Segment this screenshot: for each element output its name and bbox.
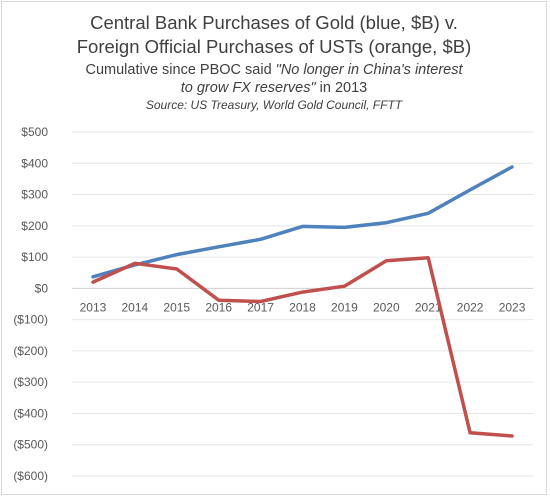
x-tick-label: 2016 <box>205 300 232 314</box>
y-tick-label: $200 <box>21 219 48 233</box>
x-tick-label: 2022 <box>457 300 484 314</box>
subtitle-quote-2: to grow FX reserves" <box>180 80 316 96</box>
subtitle-suffix: in 2013 <box>315 80 368 96</box>
y-tick-label: $500 <box>21 125 48 139</box>
y-tick-label: ($500) <box>13 438 48 452</box>
chart-source: Source: US Treasury, World Gold Council,… <box>145 98 403 112</box>
y-tick-label: $300 <box>21 188 48 202</box>
x-tick-label: 2023 <box>499 300 526 314</box>
y-tick-label: ($200) <box>13 344 48 358</box>
y-tick-label: $0 <box>35 281 49 295</box>
y-tick-label: $400 <box>21 156 48 170</box>
chart-title-line-2: Foreign Official Purchases of USTs (oran… <box>76 36 472 57</box>
x-tick-label: 2014 <box>122 300 149 314</box>
x-tick-label: 2019 <box>331 300 358 314</box>
chart-subtitle-line-1: Cumulative since PBOC said "No longer in… <box>2 61 546 79</box>
y-tick-label: ($300) <box>13 375 48 389</box>
y-tick-label: ($400) <box>13 406 48 420</box>
x-tick-label: 2021 <box>415 300 442 314</box>
x-tick-label: 2018 <box>289 300 316 314</box>
series-lines <box>91 165 514 438</box>
gold-purchases-line <box>91 165 514 279</box>
chart-title-line-1: Central Bank Purchases of Gold (blue, $B… <box>90 12 458 33</box>
chart-subtitle-line-2: to grow FX reserves" in 2013 <box>2 79 546 97</box>
x-tick-label: 2015 <box>163 300 190 314</box>
x-tick-label: 2017 <box>247 300 274 314</box>
subtitle-quote-1: "No longer in China's interest <box>275 62 463 78</box>
gridlines <box>72 131 533 477</box>
ust-purchases-line <box>91 255 514 438</box>
x-axis-tick-labels: 2013 2014 2015 2016 2017 2018 2019 2020 2021 2022… <box>80 300 526 314</box>
y-tick-label: ($600) <box>13 469 48 483</box>
x-tick-label: 2013 <box>80 300 107 314</box>
subtitle-prefix: Cumulative since PBOC said <box>85 62 276 78</box>
y-axis-tick-labels: $500 $400 $300 $200 $100 $0 ($100) ($200) ($300)… <box>13 125 48 483</box>
x-tick-label: 2020 <box>373 300 400 314</box>
y-tick-label: $100 <box>21 250 48 264</box>
y-tick-label: ($100) <box>13 313 48 327</box>
